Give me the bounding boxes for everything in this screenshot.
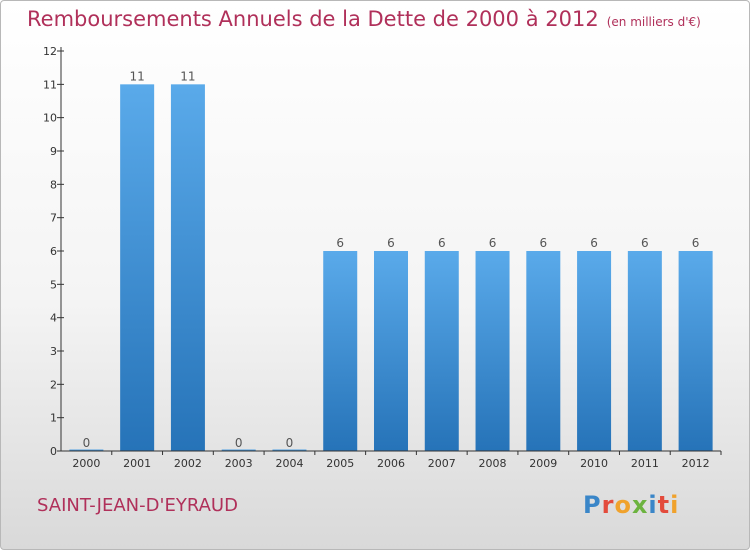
x-tick-label: 2004 [275, 457, 303, 470]
data-label: 6 [438, 236, 446, 250]
y-tick-label: 1 [50, 412, 57, 425]
data-label: 6 [692, 236, 700, 250]
bar [627, 251, 662, 451]
data-label: 0 [286, 436, 294, 450]
x-tick-label: 2009 [529, 457, 557, 470]
x-tick-label: 2007 [428, 457, 456, 470]
axes-group: 2000 2001 2002 2003 2004 2005 2006 2007 2008 2009… [43, 45, 722, 470]
bar [221, 449, 256, 451]
y-tick-label: 4 [50, 312, 57, 325]
logo-letter: i [648, 491, 658, 519]
x-tick-label: 2005 [326, 457, 354, 470]
y-tick-label: 7 [50, 212, 57, 225]
bar [475, 251, 510, 451]
x-tick-label: 2000 [72, 457, 100, 470]
bar [69, 449, 104, 451]
logo-letter: r [601, 491, 615, 519]
y-tick-label: 2 [50, 378, 57, 391]
data-label: 6 [539, 236, 547, 250]
data-label: 6 [336, 236, 344, 250]
data-label: 6 [590, 236, 598, 250]
data-label: 11 [130, 69, 145, 83]
proxiti-logo: Proxiti [583, 491, 679, 519]
bar [120, 84, 155, 451]
data-label: 6 [489, 236, 497, 250]
bar [170, 84, 205, 451]
logo-letter: t [657, 491, 671, 519]
bar [577, 251, 612, 451]
bar [374, 251, 408, 451]
logo-letter: x [631, 491, 649, 519]
y-tick-label: 3 [50, 345, 57, 358]
bar [678, 251, 713, 451]
y-tick-label: 10 [43, 112, 57, 125]
x-tick-label: 2001 [123, 457, 151, 470]
data-label: 6 [387, 236, 395, 250]
y-tick-label: 9 [50, 145, 57, 158]
bar [323, 251, 358, 451]
y-tick-label: 11 [43, 78, 57, 91]
chart-title-text: Remboursements Annuels de la Dette de 20… [27, 7, 599, 31]
x-tick-label: 2006 [377, 457, 405, 470]
x-tick-label: 2008 [479, 457, 507, 470]
data-label: 6 [641, 236, 649, 250]
chart-unit-note: (en milliers d'€) [606, 15, 701, 29]
chart-title: Remboursements Annuels de la Dette de 20… [27, 7, 701, 31]
x-tick-label: 2011 [631, 457, 659, 470]
y-tick-label: 12 [43, 45, 57, 58]
bar [272, 449, 307, 451]
commune-name: SAINT-JEAN-D'EYRAUD [37, 495, 238, 516]
logo-letter: P [583, 491, 602, 519]
y-tick-label: 5 [50, 278, 57, 291]
bars-group: 0 11 11 0 0 6 6 6 6 6 6 6 6 [69, 69, 713, 451]
y-tick-label: 8 [50, 178, 57, 191]
bar [424, 251, 459, 451]
x-tick-label: 2012 [682, 457, 710, 470]
y-tick-label: 0 [50, 445, 57, 458]
data-label: 11 [180, 69, 195, 83]
x-tick-label: 2003 [225, 457, 253, 470]
logo-letter: o [614, 491, 632, 519]
logo-letter: i [670, 491, 680, 519]
x-tick-label: 2002 [174, 457, 202, 470]
data-label: 0 [235, 436, 243, 450]
bar [526, 251, 561, 451]
data-label: 0 [83, 436, 91, 450]
y-tick-label: 6 [50, 245, 57, 258]
x-tick-label: 2010 [580, 457, 608, 470]
